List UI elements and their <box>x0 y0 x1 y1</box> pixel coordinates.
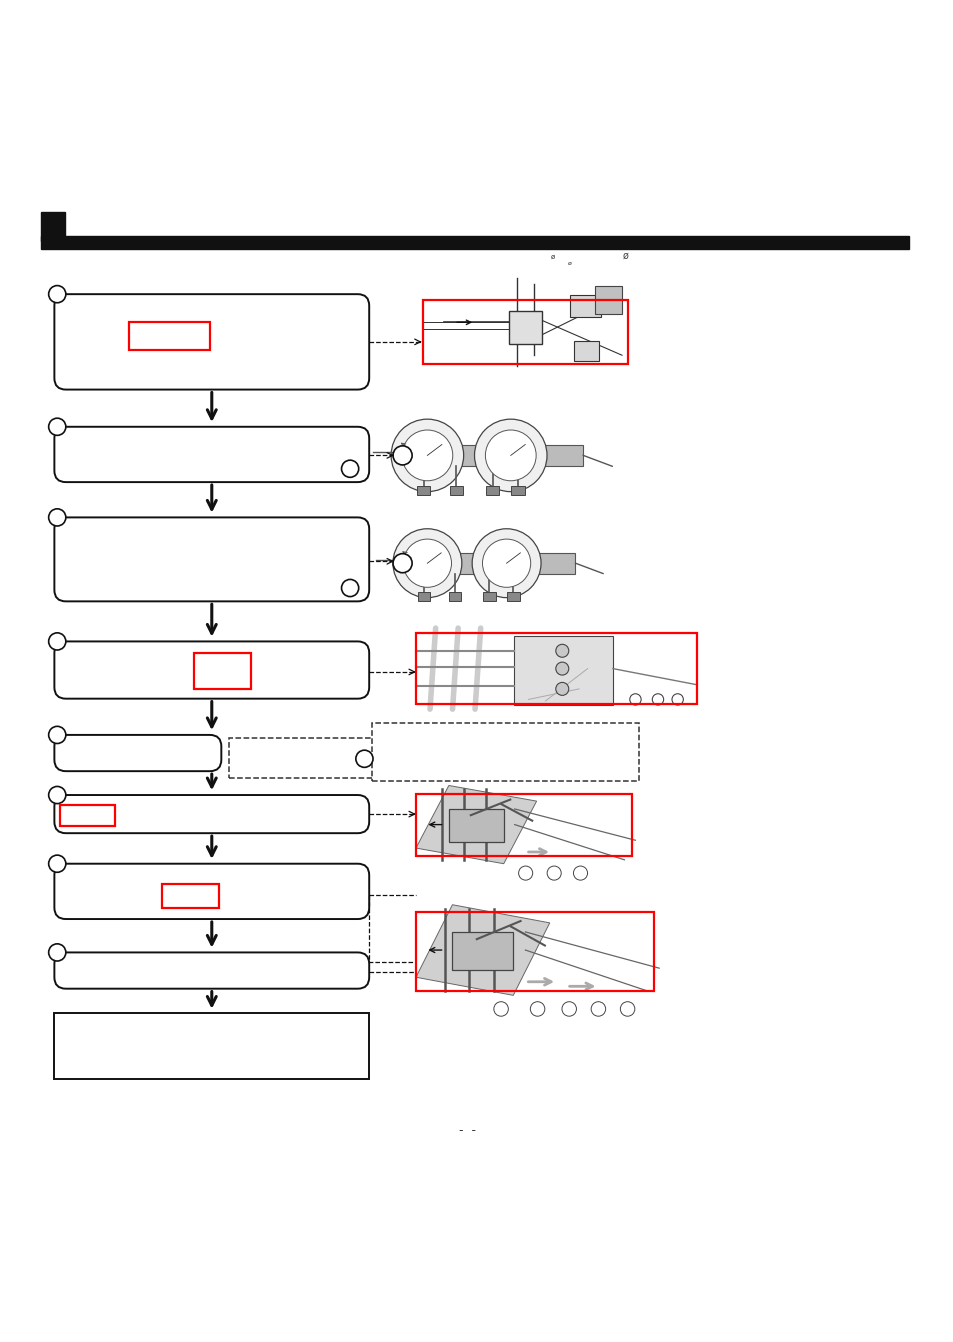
Bar <box>452 931 513 970</box>
Bar <box>508 311 541 345</box>
Bar <box>41 236 908 250</box>
FancyBboxPatch shape <box>54 518 369 601</box>
Bar <box>448 809 503 841</box>
Bar <box>41 212 65 240</box>
FancyBboxPatch shape <box>54 294 369 389</box>
Bar <box>193 652 251 690</box>
Circle shape <box>49 509 66 526</box>
Text: ø: ø <box>622 251 628 260</box>
FancyBboxPatch shape <box>54 641 369 699</box>
Bar <box>416 794 631 856</box>
Circle shape <box>393 529 461 597</box>
Circle shape <box>49 786 66 804</box>
Polygon shape <box>416 785 536 864</box>
Circle shape <box>393 446 412 464</box>
Bar <box>594 286 621 314</box>
Bar <box>450 486 462 495</box>
Circle shape <box>556 662 568 675</box>
Circle shape <box>518 866 532 880</box>
Text: ø: ø <box>567 262 571 266</box>
Text: ø: ø <box>550 254 555 260</box>
Bar <box>416 486 430 495</box>
Bar <box>511 486 524 495</box>
Circle shape <box>403 539 451 588</box>
Circle shape <box>341 580 358 597</box>
Circle shape <box>49 633 66 650</box>
Circle shape <box>472 529 540 597</box>
Circle shape <box>652 694 663 705</box>
Circle shape <box>474 419 546 491</box>
FancyBboxPatch shape <box>54 427 369 482</box>
Bar <box>54 1012 369 1079</box>
FancyBboxPatch shape <box>54 735 221 772</box>
Circle shape <box>482 539 530 588</box>
Bar <box>129 322 210 350</box>
Circle shape <box>49 943 66 961</box>
Circle shape <box>530 1001 544 1016</box>
Bar <box>482 592 495 601</box>
Bar <box>417 592 430 601</box>
Circle shape <box>619 1001 634 1016</box>
Circle shape <box>49 855 66 872</box>
Bar <box>416 553 575 573</box>
Bar <box>573 341 598 361</box>
Bar <box>514 636 612 705</box>
Circle shape <box>591 1001 605 1016</box>
FancyBboxPatch shape <box>54 794 369 833</box>
Bar <box>162 884 219 907</box>
Bar <box>416 913 654 990</box>
Circle shape <box>341 460 358 478</box>
Circle shape <box>547 866 560 880</box>
FancyBboxPatch shape <box>54 864 369 919</box>
Circle shape <box>485 429 536 480</box>
Circle shape <box>49 286 66 303</box>
Bar <box>229 738 376 778</box>
Circle shape <box>629 694 640 705</box>
Circle shape <box>556 644 568 658</box>
Bar <box>60 805 115 825</box>
Bar <box>416 444 582 466</box>
Bar <box>486 486 498 495</box>
FancyBboxPatch shape <box>54 953 369 989</box>
Circle shape <box>556 682 568 695</box>
Circle shape <box>573 866 587 880</box>
Circle shape <box>49 419 66 435</box>
Bar <box>416 633 697 705</box>
Circle shape <box>561 1001 576 1016</box>
Circle shape <box>391 419 463 491</box>
Bar <box>569 295 600 317</box>
Bar <box>507 592 519 601</box>
Bar <box>448 592 460 601</box>
Circle shape <box>393 554 412 573</box>
Bar <box>422 299 627 364</box>
Circle shape <box>671 694 682 705</box>
Bar <box>372 723 639 781</box>
Circle shape <box>355 750 373 768</box>
Text: -  -: - - <box>458 1125 476 1137</box>
Circle shape <box>494 1001 508 1016</box>
Circle shape <box>49 726 66 743</box>
Polygon shape <box>416 905 549 996</box>
Circle shape <box>401 429 453 480</box>
